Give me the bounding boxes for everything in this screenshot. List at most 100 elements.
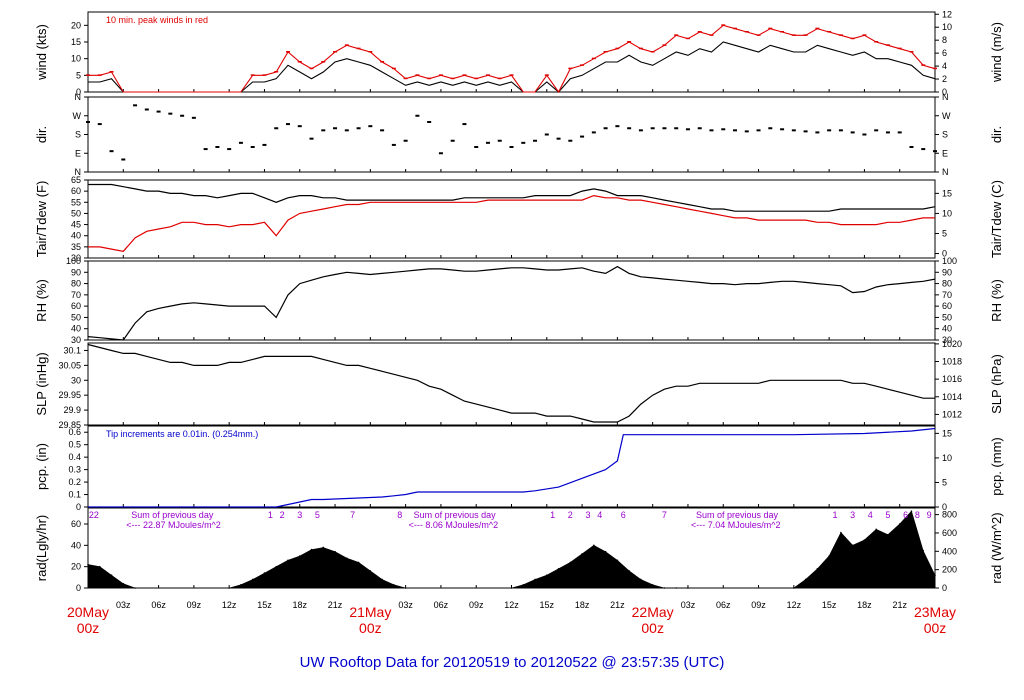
radiation-point: [134, 587, 136, 589]
peak-wind-point: [933, 67, 937, 70]
right-ytick-label-temp: 0: [942, 249, 947, 259]
series-line-slp: [87, 343, 935, 423]
radiation-point: [545, 574, 548, 576]
radiation-point: [557, 568, 560, 570]
direction-point: [744, 130, 749, 133]
peak-wind-point: [627, 41, 632, 43]
direction-point: [321, 129, 326, 132]
left-ytick-label-wind: 0: [76, 87, 81, 97]
radiation-point: [98, 565, 101, 568]
hour-marker: 3: [297, 510, 302, 520]
day-tick-hour: 00z: [77, 620, 100, 636]
left-ytick-label-pcp: 0.6: [68, 427, 81, 437]
right-ytick-label-rad: 600: [942, 528, 957, 538]
peak-wind-point: [615, 47, 620, 50]
direction-point: [768, 127, 773, 130]
hour-marker: 5: [885, 510, 890, 520]
radiation-point: [369, 570, 372, 572]
panel-frame-temp: [87, 179, 936, 259]
radiation-point: [534, 578, 536, 581]
left-ytick-label-temp: 60: [71, 186, 81, 196]
hour-tick-label: 21z: [610, 600, 625, 610]
right-ytick-label-temp: 5: [942, 228, 947, 238]
radiation-point: [828, 555, 830, 557]
radiation-point: [604, 550, 607, 553]
direction-point: [97, 123, 102, 126]
hour-marker: 1: [832, 510, 837, 520]
peak-wind-point: [415, 74, 420, 76]
right-ytick-label-dir: N: [942, 92, 949, 102]
series-line-temp: [88, 183, 936, 212]
right-ytick-label-pcp: 0: [942, 502, 947, 512]
day-tick-hour: 00z: [924, 620, 947, 636]
peak-wind-point: [497, 77, 502, 80]
right-ytick-label-rad: 200: [942, 565, 957, 575]
right-ytick-label-wind: 8: [942, 35, 947, 45]
direction-point: [380, 129, 385, 132]
right-ytick-label-wind: 4: [942, 61, 947, 71]
direction-point: [497, 139, 502, 142]
direction-point: [862, 133, 867, 136]
right-ytick-label-rh: 90: [942, 267, 952, 277]
direction-point: [756, 129, 761, 132]
direction-point: [733, 129, 738, 132]
direction-point: [897, 131, 902, 134]
direction-point: [474, 146, 479, 148]
right-ytick-label-wind: 6: [942, 48, 947, 58]
radiation-point: [616, 559, 619, 562]
direction-point: [144, 108, 149, 111]
direction-point: [650, 127, 655, 130]
left-ytick-label-rh: 100: [66, 256, 81, 266]
peak-wind-point: [909, 51, 914, 53]
ylabel-left-dir: dir.: [34, 126, 49, 143]
peak-wind-point: [380, 61, 385, 63]
radiation-point: [263, 572, 266, 574]
direction-point: [933, 150, 937, 153]
radiation-point: [851, 544, 854, 547]
left-ytick-label-wind: 5: [76, 70, 81, 80]
peak-wind-point: [744, 31, 749, 33]
peak-wind-point: [709, 34, 714, 36]
day-note-line2: <--- 22.87 MJoules/m^2: [126, 520, 221, 530]
radiation-point: [910, 510, 913, 512]
hour-tick-label: 09z: [187, 600, 202, 610]
day-note-line1: Sum of previous day: [696, 510, 779, 520]
peak-wind-point: [885, 44, 890, 46]
peak-wind-point: [850, 37, 855, 40]
hour-marker: 7: [662, 510, 667, 520]
left-ytick-label-pcp: 0.3: [68, 465, 81, 475]
peak-wind-point: [874, 41, 879, 43]
direction-point: [791, 129, 796, 132]
hour-marker: 9: [927, 510, 932, 520]
day-tick-date: 22May: [632, 604, 674, 620]
left-ytick-label-rh: 90: [71, 267, 81, 277]
radiation-point: [640, 578, 642, 581]
direction-point: [697, 127, 702, 130]
direction-point: [356, 127, 361, 130]
peak-wind-point: [780, 31, 785, 33]
direction-point: [450, 139, 455, 142]
radiation-point: [275, 565, 278, 568]
ylabel-left-rad: rad(Lgly/hr): [34, 515, 49, 581]
ylabel-right-rh: RH (%): [989, 279, 1004, 322]
panel-annotation-wind: 10 min. peak winds in red: [106, 15, 208, 25]
left-ytick-label-slp: 30.1: [63, 345, 81, 355]
left-ytick-label-temp: 40: [71, 231, 81, 241]
hour-tick-label: 15z: [540, 600, 555, 610]
direction-point: [391, 143, 396, 146]
peak-wind-point: [297, 61, 302, 63]
hour-tick-label: 18z: [292, 600, 307, 610]
peak-wind-point: [638, 47, 643, 50]
hour-tick-label: 06z: [716, 600, 731, 610]
left-ytick-label-rad: 40: [71, 540, 81, 550]
left-ytick-label-temp: 45: [71, 220, 81, 230]
direction-point: [333, 127, 338, 130]
peak-wind-point: [580, 64, 585, 66]
right-ytick-label-dir: N: [942, 167, 949, 177]
left-ytick-label-rh: 80: [71, 279, 81, 289]
direction-point: [591, 131, 596, 134]
hour-tick-label: 06z: [434, 600, 449, 610]
